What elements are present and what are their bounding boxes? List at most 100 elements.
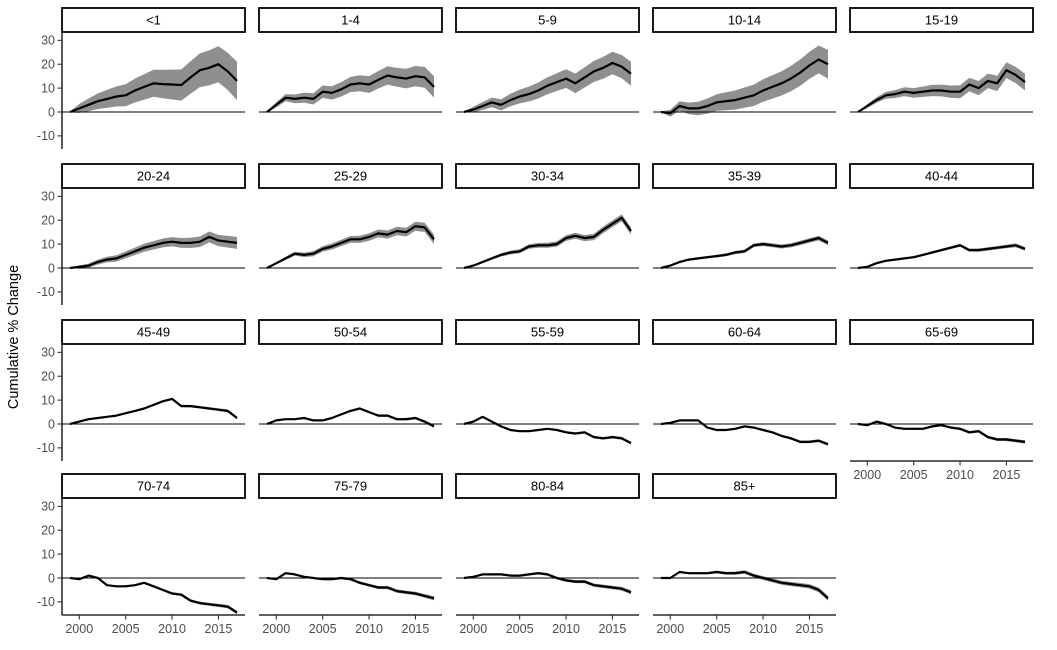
ci-ribbon: [661, 45, 828, 117]
trend-line: [660, 58, 829, 115]
trend-line: [69, 574, 238, 614]
facet-panel: <1 30 20 10 0 -10: [37, 7, 246, 149]
trend-line: [463, 572, 632, 594]
facet-panel: 5-9: [455, 7, 640, 114]
facet-strip-label: 80-84: [531, 479, 564, 494]
facet-strip: [61, 319, 246, 345]
x-tick-label: 2005: [900, 468, 928, 482]
facet-strip-label: 25-29: [334, 169, 367, 184]
x-tick-label: 2000: [459, 622, 487, 636]
x-tick-label: 2010: [158, 622, 186, 636]
facet-panel: 75-79 2000 2005 2010 2015: [258, 473, 443, 636]
ci-ribbon: [267, 66, 434, 113]
y-tick-label: 30: [41, 34, 55, 48]
facet-panel: 50-54: [258, 319, 443, 428]
facet-strip-label: 1-4: [341, 13, 360, 28]
x-tick-label: 2010: [552, 622, 580, 636]
facet-strip-label: 50-54: [334, 325, 367, 340]
y-tick-label: 30: [41, 500, 55, 514]
y-tick-label: -10: [37, 285, 55, 299]
facet-panel: 25-29: [258, 163, 443, 269]
facet-strip: [652, 319, 837, 345]
facet-strip: [652, 163, 837, 189]
facet-panel: 20-24 30 20 10 0 -10: [37, 163, 246, 305]
facet-panel: 40-44: [849, 163, 1034, 270]
facet-strip: [61, 473, 246, 499]
facet-strip: [61, 163, 246, 189]
trend-line: [463, 415, 632, 445]
ci-ribbon: [70, 575, 237, 615]
y-tick-label: -10: [37, 129, 55, 143]
facet-strip-label: 85+: [733, 479, 755, 494]
facet-panel: 10-14: [652, 7, 837, 117]
x-tick-label: 2000: [656, 622, 684, 636]
ci-ribbon: [858, 62, 1025, 113]
facet-strip: [455, 7, 640, 33]
y-tick-label: 20: [41, 58, 55, 72]
facet-strip: [61, 7, 246, 33]
facet-panel: 15-19: [849, 7, 1034, 113]
y-tick-label: 0: [48, 261, 55, 275]
facet-strip-label: 35-39: [728, 169, 761, 184]
facet-strip: [849, 163, 1034, 189]
facet-panel: 55-59: [455, 319, 640, 445]
y-tick-label: 20: [41, 524, 55, 538]
trend-line: [266, 407, 435, 428]
facet-strip: [455, 163, 640, 189]
x-tick-label: 2015: [599, 622, 627, 636]
y-tick-label: 10: [41, 81, 55, 95]
x-tick-label: 2000: [853, 468, 881, 482]
facet-strip: [652, 7, 837, 33]
trend-line: [69, 397, 238, 426]
trend-line: [266, 74, 435, 113]
x-tick-label: 2015: [796, 622, 824, 636]
trend-line: [69, 235, 238, 270]
facet-panel: 85+ 2000 2005 2010 2015: [652, 473, 837, 636]
facet-strip: [258, 163, 443, 189]
facet-strip-label: 20-24: [137, 169, 170, 184]
y-tick-label: 30: [41, 346, 55, 360]
y-tick-label: -10: [37, 441, 55, 455]
facet-strip: [258, 473, 443, 499]
trend-line: [266, 225, 435, 269]
facet-strip: [849, 7, 1034, 33]
x-tick-label: 2015: [402, 622, 430, 636]
x-tick-label: 2005: [506, 622, 534, 636]
facet-panel: 80-84 2000 2005 2010 2015: [455, 473, 640, 636]
trend-line: [857, 69, 1026, 113]
facet-strip-label: 15-19: [925, 13, 958, 28]
facet-strip: [455, 319, 640, 345]
facet-strip: [258, 7, 443, 33]
x-tick-label: 2000: [65, 622, 93, 636]
x-tick-label: 2000: [262, 622, 290, 636]
ci-ribbon: [267, 572, 434, 601]
ci-ribbon: [464, 51, 631, 113]
facet-strip-label: 55-59: [531, 325, 564, 340]
x-tick-label: 2005: [703, 622, 731, 636]
facet-strip-label: 5-9: [538, 13, 557, 28]
y-tick-label: 10: [41, 237, 55, 251]
y-tick-label: 0: [48, 417, 55, 431]
facet-panel: 30-34: [455, 163, 640, 270]
facet-strip-label: 60-64: [728, 325, 761, 340]
ci-ribbon: [267, 221, 434, 269]
trend-line: [857, 244, 1026, 270]
facet-strip-label: 70-74: [137, 479, 170, 494]
y-tick-label: 20: [41, 214, 55, 228]
x-tick-label: 2005: [112, 622, 140, 636]
facet-strip-label: <1: [146, 13, 161, 28]
trend-line: [463, 216, 632, 270]
y-tick-label: 10: [41, 547, 55, 561]
trend-line: [266, 572, 435, 600]
y-tick-label: 20: [41, 370, 55, 384]
facet-strip: [849, 319, 1034, 345]
facet-strip: [652, 473, 837, 499]
y-tick-label: 0: [48, 571, 55, 585]
x-tick-label: 2015: [205, 622, 233, 636]
trend-line: [661, 570, 829, 600]
x-tick-label: 2015: [993, 468, 1021, 482]
facet-panel: 45-49 30 20 10 0 -10: [37, 319, 246, 461]
facet-panel: 65-69 2000 2005 2010 2015: [849, 319, 1034, 482]
